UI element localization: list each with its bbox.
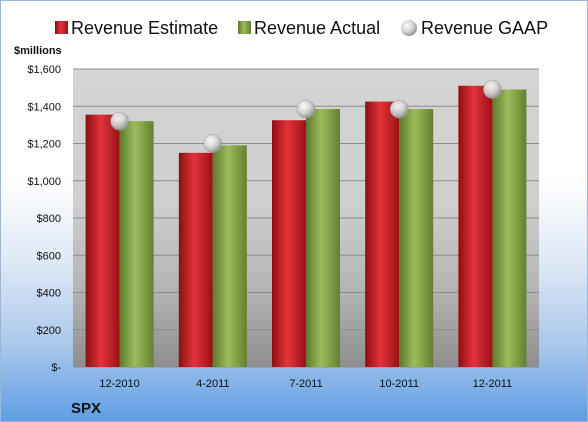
bar-marks xyxy=(85,85,527,368)
legend: Revenue Estimate Revenue Actual Revenue … xyxy=(55,18,548,38)
legend-swatch-gaap xyxy=(401,20,417,36)
y-tick-label: $600 xyxy=(37,250,61,262)
y-tick-labels: $- $200 $400 $600 $800 $1,000 $1,200 $1,400 $1,6… xyxy=(27,64,61,374)
legend-item-actual: Revenue Actual xyxy=(238,18,380,38)
estimate-bar xyxy=(458,85,493,367)
y-tick-label: $400 xyxy=(37,288,61,300)
actual-bar xyxy=(119,121,154,368)
legend-item-estimate: Revenue Estimate xyxy=(55,18,218,38)
legend-swatch-estimate xyxy=(55,21,68,34)
actual-bar xyxy=(306,109,340,367)
gaap-marker xyxy=(296,99,316,119)
x-tick-label: 7-2011 xyxy=(289,378,322,390)
y-tick-label: $800 xyxy=(37,213,61,225)
estimate-bar xyxy=(272,120,306,367)
gaap-markers xyxy=(110,80,502,153)
legend-label-gaap: Revenue GAAP xyxy=(421,18,548,38)
gaap-marker xyxy=(483,80,502,99)
estimate-bar xyxy=(178,152,213,367)
y-tick-label: $1,400 xyxy=(27,101,61,113)
y-tick-label: $200 xyxy=(37,325,61,337)
gaap-marker xyxy=(110,111,129,131)
y-tick-label: $- xyxy=(51,362,61,374)
company-ticker: SPX xyxy=(71,400,101,417)
legend-label-estimate: Revenue Estimate xyxy=(71,18,218,38)
legend-label-actual: Revenue Actual xyxy=(254,18,380,38)
y-tick-label: $1,600 xyxy=(27,64,61,76)
gaap-marker xyxy=(389,99,409,119)
estimate-bar xyxy=(85,114,120,367)
legend-swatch-actual xyxy=(238,21,251,34)
actual-bar xyxy=(399,109,434,367)
x-tick-label: 4-2011 xyxy=(196,378,229,390)
x-tick-label: 12-2010 xyxy=(99,378,139,390)
y-tick-label: $1,200 xyxy=(27,139,61,151)
x-tick-labels: 12-2010 4-2011 7-2011 10-2011 12-2011 xyxy=(99,378,512,390)
actual-bar xyxy=(492,89,527,368)
legend-item-gaap: Revenue GAAP xyxy=(401,18,548,38)
x-tick-label: 12-2011 xyxy=(473,378,513,390)
actual-bar xyxy=(212,145,247,367)
estimate-bar xyxy=(365,101,400,367)
gaap-marker xyxy=(203,134,223,153)
y-axis-unit-label: $millions xyxy=(14,45,62,57)
x-tick-label: 10-2011 xyxy=(379,378,419,390)
y-tick-label: $1,000 xyxy=(27,176,61,188)
